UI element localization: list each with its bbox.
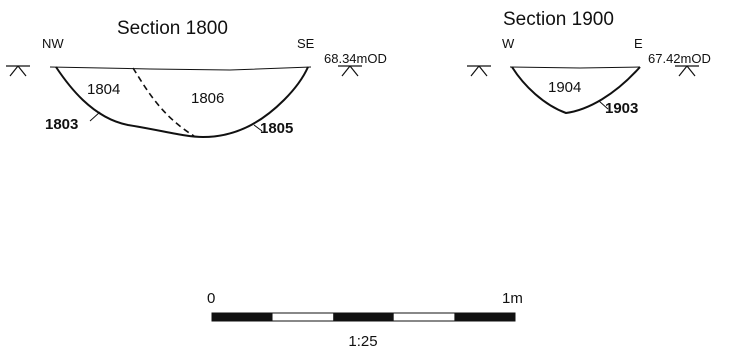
section-1800-fill-1806: 1806 [191,90,224,107]
section-1800-datum-marker-left [6,65,30,77]
section-1800-cut-leader-1805 [253,124,263,132]
scale-bar-start-label: 0 [207,290,215,307]
section-1800-orientation-right: SE [297,36,315,51]
scale-bar-segment [333,313,394,321]
scale-bar-ratio: 1:25 [348,333,377,350]
section-1900-datum-marker-right [675,65,699,77]
section-1900-cut-leader-1903 [598,100,609,110]
section-1800-title: Section 1800 [117,18,228,39]
section-1900-datum-marker-left [467,65,491,77]
section-1800-ground-surface [49,66,312,71]
section-1800-cut-outline [55,66,309,139]
scale-bar: 0 1m 1:25 [207,290,523,350]
section-1900-orientation-right: E [634,36,643,51]
section-1900-title: Section 1900 [503,9,614,30]
section-1900-cut-1903: 1903 [605,100,638,117]
scale-bar-end-label: 1m [502,290,523,307]
scale-bar-segment [272,313,334,321]
section-1900-ground-surface [509,66,641,69]
section-1800-datum-level: 68.34mOD [324,51,387,66]
section-1900: Section 1900 W E 67.42mOD 1904 1903 [467,9,711,117]
section-1800-fill-boundary [132,67,195,137]
section-1800-cut-1805: 1805 [260,120,293,137]
section-1800-cut-leader-1803 [89,111,101,122]
section-1800-cut-1803: 1803 [45,116,78,133]
scale-bar-segment [393,313,455,321]
scale-bar-segment [454,313,515,321]
scale-bar-frame [211,312,516,322]
section-1900-fill-1904: 1904 [548,79,581,96]
section-1800-datum-marker-right [338,65,362,77]
section-1800: Section 1800 NW SE 68.34mOD 1804 1806 18… [6,18,387,139]
scale-bar-segment [212,313,273,321]
section-1900-orientation-left: W [502,36,515,51]
section-1800-orientation-left: NW [42,36,64,51]
section-1900-datum-level: 67.42mOD [648,51,711,66]
section-1800-fill-1804: 1804 [87,81,120,98]
scale-bar-segments [212,313,515,321]
section-1900-cut-outline [511,66,641,115]
